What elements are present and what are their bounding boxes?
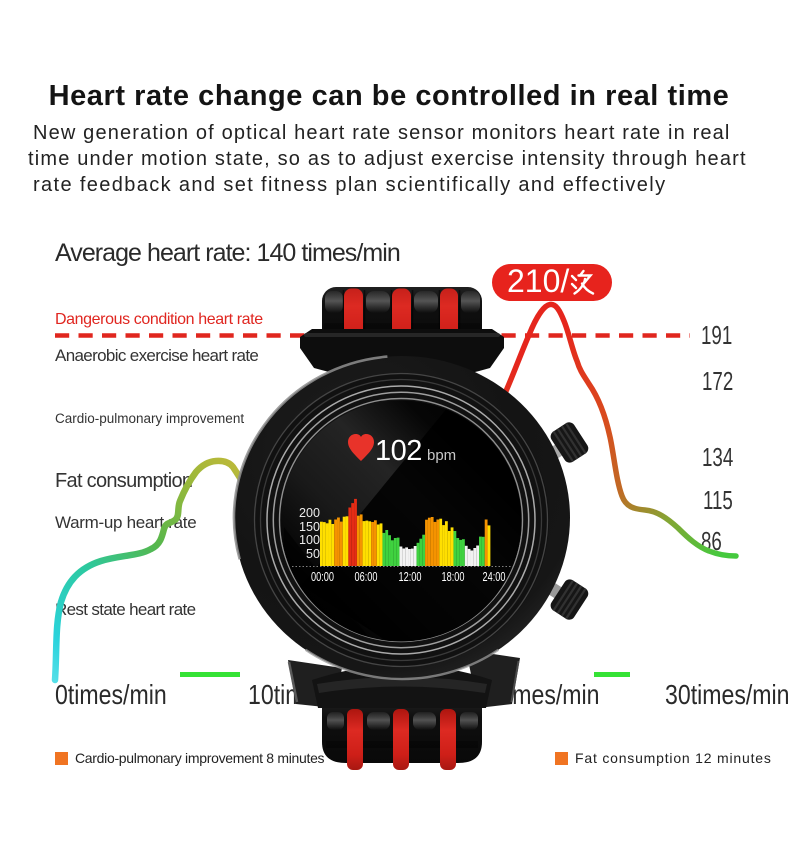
- svg-text:06:00: 06:00: [355, 570, 378, 584]
- svg-text:18:00: 18:00: [442, 570, 465, 584]
- svg-text:24:00: 24:00: [483, 570, 506, 584]
- svg-text:00:00: 00:00: [311, 570, 334, 584]
- svg-text:12:00: 12:00: [399, 570, 422, 584]
- svg-text:100: 100: [299, 533, 320, 547]
- svg-text:50: 50: [306, 547, 320, 561]
- svg-text:bpm: bpm: [427, 447, 456, 464]
- svg-text:200: 200: [299, 506, 320, 520]
- svg-text:150: 150: [299, 520, 320, 534]
- svg-text:102: 102: [375, 435, 422, 467]
